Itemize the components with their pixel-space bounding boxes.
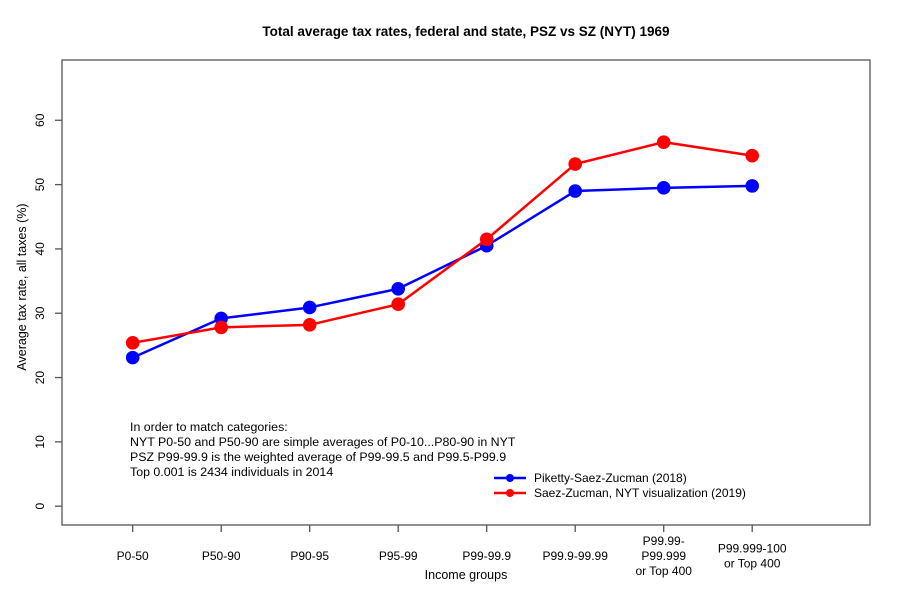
data-point bbox=[125, 336, 140, 350]
data-point bbox=[302, 300, 317, 315]
data-point bbox=[479, 232, 494, 247]
data-point bbox=[568, 184, 582, 198]
annotation-line: PSZ P99-99.9 is the weighted average of … bbox=[130, 450, 507, 464]
chart-title: Total average tax rates, federal and sta… bbox=[262, 24, 670, 39]
x-tick-label: P0-50 bbox=[117, 549, 149, 563]
y-tick-label: 0 bbox=[33, 503, 47, 510]
y-tick-label: 40 bbox=[33, 242, 47, 256]
annotation-line: In order to match categories: bbox=[130, 420, 288, 434]
annotation-block: In order to match categories: NYT P0-50 … bbox=[130, 420, 515, 480]
data-point bbox=[568, 157, 582, 171]
x-tick-label: P99.99-P99.999 or Top 400 bbox=[635, 534, 692, 578]
x-tick-label: P50-90 bbox=[202, 549, 241, 563]
data-point bbox=[656, 181, 671, 195]
x-tick-label: P99-99.9 bbox=[462, 549, 511, 563]
x-tick-label: P90-95 bbox=[290, 549, 329, 563]
annotation-line: NYT P0-50 and P50-90 are simple averages… bbox=[130, 435, 516, 449]
legend-swatch-line-dot-icon bbox=[494, 489, 526, 498]
legend-item: Saez-Zucman, NYT visualization (2019) bbox=[493, 486, 746, 502]
x-tick-label: P95-99 bbox=[379, 549, 418, 563]
y-tick-label: 60 bbox=[33, 113, 47, 127]
data-point bbox=[391, 297, 406, 312]
data-point bbox=[745, 148, 759, 163]
data-point bbox=[391, 281, 406, 296]
y-axis-title: Average tax rate, all taxes (%) bbox=[15, 203, 29, 371]
x-axis-title: Income groups bbox=[424, 568, 508, 582]
data-point bbox=[214, 320, 228, 335]
x-tick-label: P99.999-100 or Top 400 bbox=[718, 542, 787, 571]
data-point bbox=[125, 350, 140, 365]
legend: Piketty-Saez-Zucman (2018) Saez-Zucman, … bbox=[493, 470, 746, 501]
data-point bbox=[656, 135, 671, 149]
y-tick-label: 30 bbox=[33, 306, 47, 320]
y-tick-label: 50 bbox=[33, 178, 47, 192]
legend-item: Piketty-Saez-Zucman (2018) bbox=[493, 470, 746, 486]
y-tick-label: 20 bbox=[33, 371, 47, 385]
data-point bbox=[745, 179, 759, 193]
x-tick-label: P99.9-99.99 bbox=[543, 549, 609, 563]
legend-swatch-line-dot-icon bbox=[494, 473, 526, 482]
series-line-1 bbox=[132, 140, 753, 345]
annotation-line: Top 0.001 is 2434 individuals in 2014 bbox=[130, 465, 334, 479]
data-point bbox=[302, 318, 317, 332]
y-tick-label: 10 bbox=[33, 435, 47, 449]
legend-label: Saez-Zucman, NYT visualization (2019) bbox=[534, 486, 746, 501]
series-line-0 bbox=[132, 184, 753, 359]
plot-border bbox=[61, 59, 871, 526]
legend-label: Piketty-Saez-Zucman (2018) bbox=[534, 470, 687, 485]
